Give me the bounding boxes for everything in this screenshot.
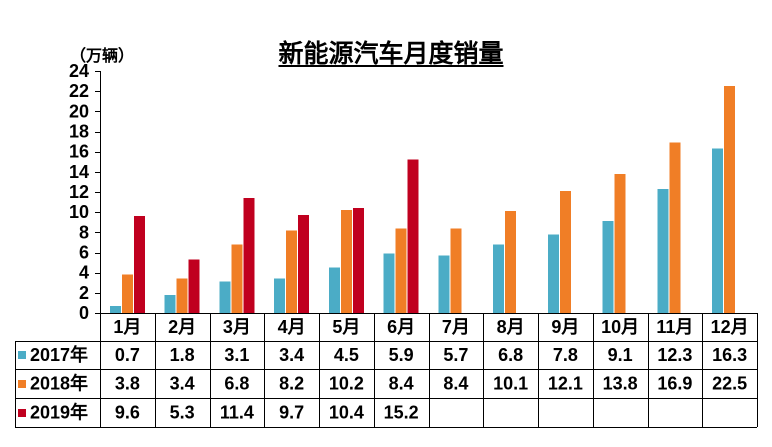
y-tick-label: 16	[69, 142, 89, 162]
bar-2019-month-1	[133, 216, 145, 313]
data-table-row-label: 2019年	[30, 402, 88, 423]
category-label: 10月	[601, 317, 639, 337]
data-table-cell: 10.2	[329, 374, 364, 394]
data-table-cell: 8.2	[279, 374, 304, 394]
legend-key-2019	[18, 409, 26, 417]
y-tick-label: 4	[79, 263, 89, 283]
data-table-cell: 6.8	[224, 374, 249, 394]
bar-2018-month-7	[450, 228, 462, 313]
data-table-cell: 11.4	[220, 403, 254, 423]
y-tick-label: 2	[79, 283, 89, 303]
bar-2017-month-5	[328, 267, 340, 314]
bar-2018-month-4	[286, 230, 298, 313]
y-tick-label: 20	[69, 101, 89, 121]
category-label: 11月	[656, 317, 693, 337]
y-tick-label: 22	[69, 81, 89, 101]
data-table-cell: 1.8	[170, 345, 195, 365]
data-table-cell: 0.7	[115, 345, 140, 365]
data-table-cell: 10.4	[329, 403, 364, 423]
bar-2017-month-2	[164, 294, 176, 313]
data-table-cell: 5.9	[389, 345, 414, 365]
data-table-cell: 9.1	[608, 345, 633, 365]
bar-2018-month-5	[340, 210, 352, 313]
data-table-cell: 16.9	[657, 374, 692, 394]
data-table-cell: 5.3	[170, 403, 195, 423]
bar-2018-month-3	[231, 244, 243, 313]
bar-2019-month-5	[352, 208, 364, 313]
bar-2017-month-7	[438, 255, 450, 313]
category-label: 4月	[278, 317, 306, 337]
bar-2019-month-3	[243, 198, 255, 313]
bar-2018-month-8	[505, 211, 517, 313]
data-table-cell: 6.8	[498, 345, 523, 365]
bar-2018-month-12	[724, 86, 736, 314]
bar-2019-month-4	[298, 215, 310, 313]
bar-2017-month-3	[219, 281, 231, 313]
data-table-cell: 9.7	[279, 403, 304, 423]
data-table-cell: 13.8	[603, 374, 638, 394]
data-table-cell: 3.1	[224, 345, 249, 365]
category-label: 1月	[113, 317, 141, 337]
data-table-cell: 3.8	[115, 374, 140, 394]
category-label: 8月	[497, 317, 525, 337]
y-tick-label: 24	[69, 61, 89, 81]
y-tick-label: 6	[79, 243, 89, 263]
y-tick-label: 10	[69, 202, 89, 222]
data-table-row-label: 2017年	[30, 344, 88, 365]
data-table-cell: 3.4	[170, 374, 195, 394]
y-tick-label: 8	[79, 222, 89, 242]
data-table-cell: 16.3	[712, 345, 747, 365]
y-tick-label: 12	[69, 182, 89, 202]
legend-key-2017	[18, 351, 26, 359]
bar-2018-month-6	[395, 228, 407, 313]
bar-2017-month-9	[547, 234, 559, 313]
bar-2019-month-2	[188, 259, 200, 313]
data-table-cell: 3.4	[279, 345, 304, 365]
bar-2017-month-12	[712, 148, 724, 313]
bar-2018-month-10	[614, 173, 626, 313]
y-axis-unit-label: （万辆）	[70, 48, 135, 65]
bar-2018-month-2	[176, 278, 188, 313]
data-table-cell: 12.1	[548, 374, 583, 394]
bar-2017-month-10	[602, 221, 614, 313]
data-table-cell: 9.6	[115, 403, 140, 423]
data-table-row-label: 2018年	[30, 373, 88, 394]
bar-2018-month-1	[121, 274, 133, 313]
bar-2017-month-4	[274, 278, 286, 313]
data-table-cell: 10.1	[493, 374, 528, 394]
data-table-cell: 8.4	[389, 374, 414, 394]
data-table-cell: 12.3	[657, 345, 692, 365]
bar-2018-month-11	[669, 142, 681, 313]
bar-2017-month-11	[657, 188, 669, 313]
y-tick-label: 18	[69, 122, 89, 142]
category-label: 6月	[387, 317, 415, 337]
chart-title: 新能源汽车月度销量	[278, 40, 504, 68]
bar-2017-month-8	[493, 244, 505, 313]
legend-key-2018	[18, 380, 26, 388]
y-tick-label: 14	[69, 162, 89, 182]
bar-2017-month-6	[383, 253, 395, 313]
data-table-cell: 15.2	[384, 403, 419, 423]
category-label: 5月	[332, 317, 360, 337]
category-label: 2月	[168, 317, 196, 337]
data-table-cell: 22.5	[712, 374, 747, 394]
bar-2017-month-1	[109, 305, 121, 313]
data-table-cell: 4.5	[334, 345, 359, 365]
bar-2019-month-6	[407, 159, 419, 313]
category-label: 7月	[442, 317, 470, 337]
bar-2018-month-9	[559, 190, 571, 313]
data-table-cell: 8.4	[443, 374, 468, 394]
data-table-cell: 5.7	[443, 345, 468, 365]
category-label: 12月	[711, 317, 749, 337]
category-label: 3月	[223, 317, 251, 337]
category-label: 9月	[551, 317, 579, 337]
data-table-cell: 7.8	[553, 345, 578, 365]
y-tick-label: 0	[79, 303, 89, 323]
